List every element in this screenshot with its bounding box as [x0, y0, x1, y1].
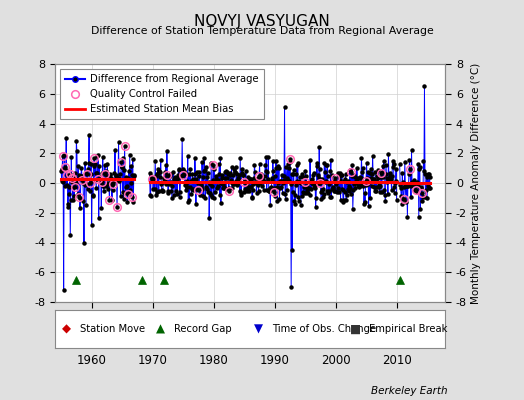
Text: 1960: 1960 [77, 354, 106, 367]
Text: ▼: ▼ [254, 322, 263, 336]
Text: Record Gap: Record Gap [174, 324, 232, 334]
Text: Time of Obs. Change: Time of Obs. Change [271, 324, 376, 334]
Text: 1980: 1980 [199, 354, 228, 367]
Text: 2000: 2000 [321, 354, 351, 367]
Y-axis label: Monthly Temperature Anomaly Difference (°C): Monthly Temperature Anomaly Difference (… [471, 62, 481, 304]
Text: Station Move: Station Move [80, 324, 146, 334]
Text: 1990: 1990 [260, 354, 290, 367]
Text: ■: ■ [350, 322, 361, 336]
Text: ◆: ◆ [62, 322, 71, 336]
Text: NOVYJ VASYUGAN: NOVYJ VASYUGAN [194, 14, 330, 29]
Text: ▲: ▲ [156, 322, 165, 336]
Text: 1970: 1970 [138, 354, 168, 367]
Legend: Difference from Regional Average, Quality Control Failed, Estimated Station Mean: Difference from Regional Average, Qualit… [60, 69, 264, 119]
Text: Difference of Station Temperature Data from Regional Average: Difference of Station Temperature Data f… [91, 26, 433, 36]
Text: 2010: 2010 [381, 354, 411, 367]
Text: Empirical Break: Empirical Break [369, 324, 447, 334]
Text: Berkeley Earth: Berkeley Earth [372, 386, 448, 396]
